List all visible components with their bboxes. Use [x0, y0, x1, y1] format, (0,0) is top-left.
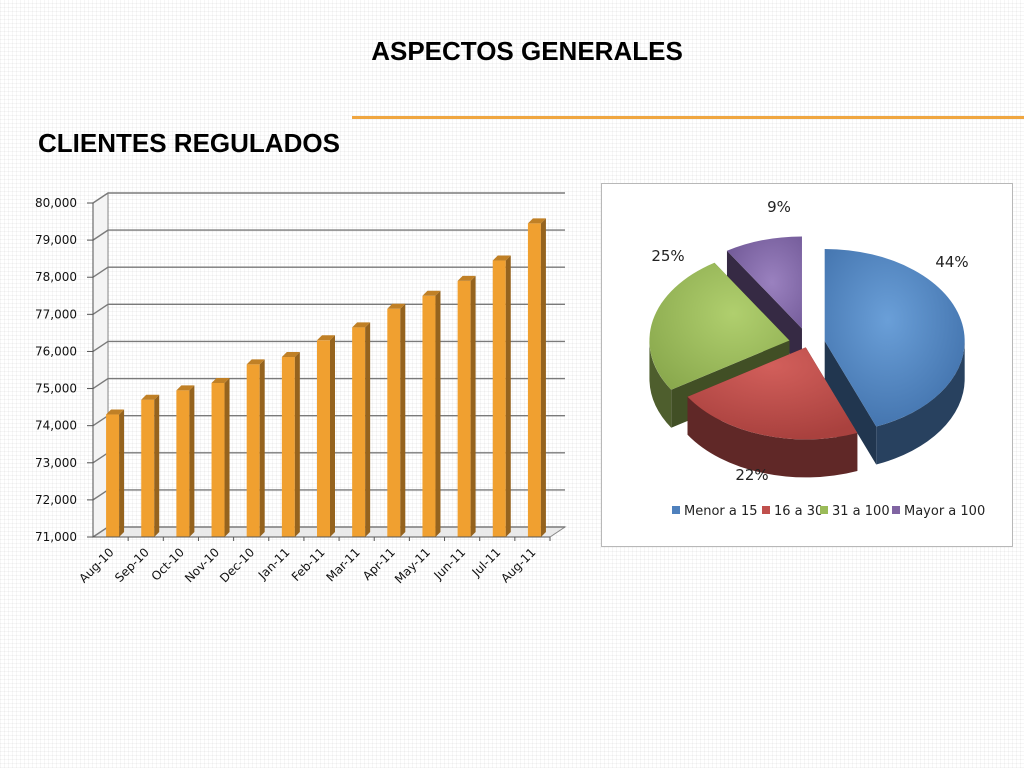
y-tick-label: 71,000	[35, 530, 77, 544]
gridline	[92, 192, 565, 204]
bar	[281, 352, 300, 537]
bar	[141, 394, 160, 537]
y-tick-label: 72,000	[35, 493, 77, 507]
bar	[422, 290, 441, 537]
x-tick-label: Aug-10	[76, 545, 116, 585]
bar	[352, 322, 371, 537]
slide-title: ASPECTOS GENERALES	[371, 36, 683, 66]
bar-chart: 71,000 72,000 73,000 74,000 75,000 76,000 77,0…	[35, 192, 567, 586]
bar-chart-y-axis: 71,000 72,000 73,000 74,000 75,000 76,000 77,0…	[35, 196, 94, 544]
pie-chart-labels: 44% 22% 25% 9%	[651, 198, 968, 484]
x-tick-label: Feb-11	[289, 545, 328, 584]
x-tick-label: Oct-10	[149, 545, 187, 583]
pie-chart-slices	[649, 236, 965, 478]
bar	[106, 409, 125, 537]
legend-item: Mayor a 100	[892, 504, 985, 519]
bar	[317, 335, 335, 537]
legend-label: Menor a 15	[684, 504, 758, 519]
legend-label: 31 a 100	[832, 504, 890, 519]
legend-item: Menor a 15	[672, 504, 758, 519]
y-tick-label: 80,000	[35, 196, 77, 210]
pie-chart: 44% 22% 25% 9% Menor a 15 16 a 30 31 a 100 May…	[649, 198, 985, 519]
x-tick-label: Aug-11	[498, 545, 538, 585]
legend-item: 31 a 100	[820, 504, 890, 519]
x-tick-label: Jun-11	[431, 545, 469, 583]
x-tick-label: Nov-10	[182, 545, 222, 585]
bar	[492, 255, 511, 537]
gridline	[92, 266, 565, 278]
x-tick-label: May-11	[392, 545, 433, 586]
x-tick-label: Dec-10	[217, 545, 257, 585]
bar-chart-grid	[91, 192, 567, 538]
y-tick-label: 77,000	[35, 307, 77, 321]
y-tick-label: 78,000	[35, 270, 77, 284]
y-tick-label: 73,000	[35, 456, 77, 470]
pie-chart-legend: Menor a 15 16 a 30 31 a 100 Mayor a 100	[672, 504, 985, 519]
gridline	[92, 229, 565, 241]
pie-percent-label: 9%	[767, 198, 791, 216]
bar	[246, 359, 265, 537]
section-title: CLIENTES REGULADOS	[38, 128, 340, 158]
title-rule	[352, 116, 1024, 119]
bar	[176, 385, 195, 537]
pie-percent-label: 25%	[651, 247, 684, 265]
x-tick-label: Sep-10	[112, 545, 152, 585]
gridline	[92, 340, 565, 353]
y-tick-label: 74,000	[35, 419, 77, 433]
y-tick-label: 79,000	[35, 233, 77, 247]
bar	[211, 377, 230, 537]
y-tick-label: 76,000	[35, 344, 77, 358]
pie-percent-label: 22%	[735, 466, 768, 484]
gridline	[92, 377, 565, 390]
legend-label: Mayor a 100	[904, 504, 985, 519]
pie-chart-panel: 44% 22% 25% 9% Menor a 15 16 a 30 31 a 100 May…	[601, 183, 1013, 547]
legend-item: 16 a 30	[762, 504, 823, 519]
pie-percent-label: 44%	[935, 253, 968, 271]
pie-slice	[687, 347, 858, 478]
x-tick-label: Jan-11	[255, 545, 293, 583]
bar	[527, 218, 546, 537]
bar	[387, 303, 406, 537]
gridline	[92, 303, 565, 315]
bar	[457, 275, 476, 537]
y-tick-label: 75,000	[35, 382, 77, 396]
legend-label: 16 a 30	[774, 504, 823, 519]
bar-chart-bars	[106, 218, 546, 537]
x-tick-label: Mar-11	[324, 545, 363, 584]
pie-slice	[824, 248, 965, 465]
bar-chart-x-axis: Aug-10Sep-10Oct-10Nov-10Dec-10Jan-11Feb-…	[76, 536, 551, 586]
side-wall	[92, 192, 109, 538]
